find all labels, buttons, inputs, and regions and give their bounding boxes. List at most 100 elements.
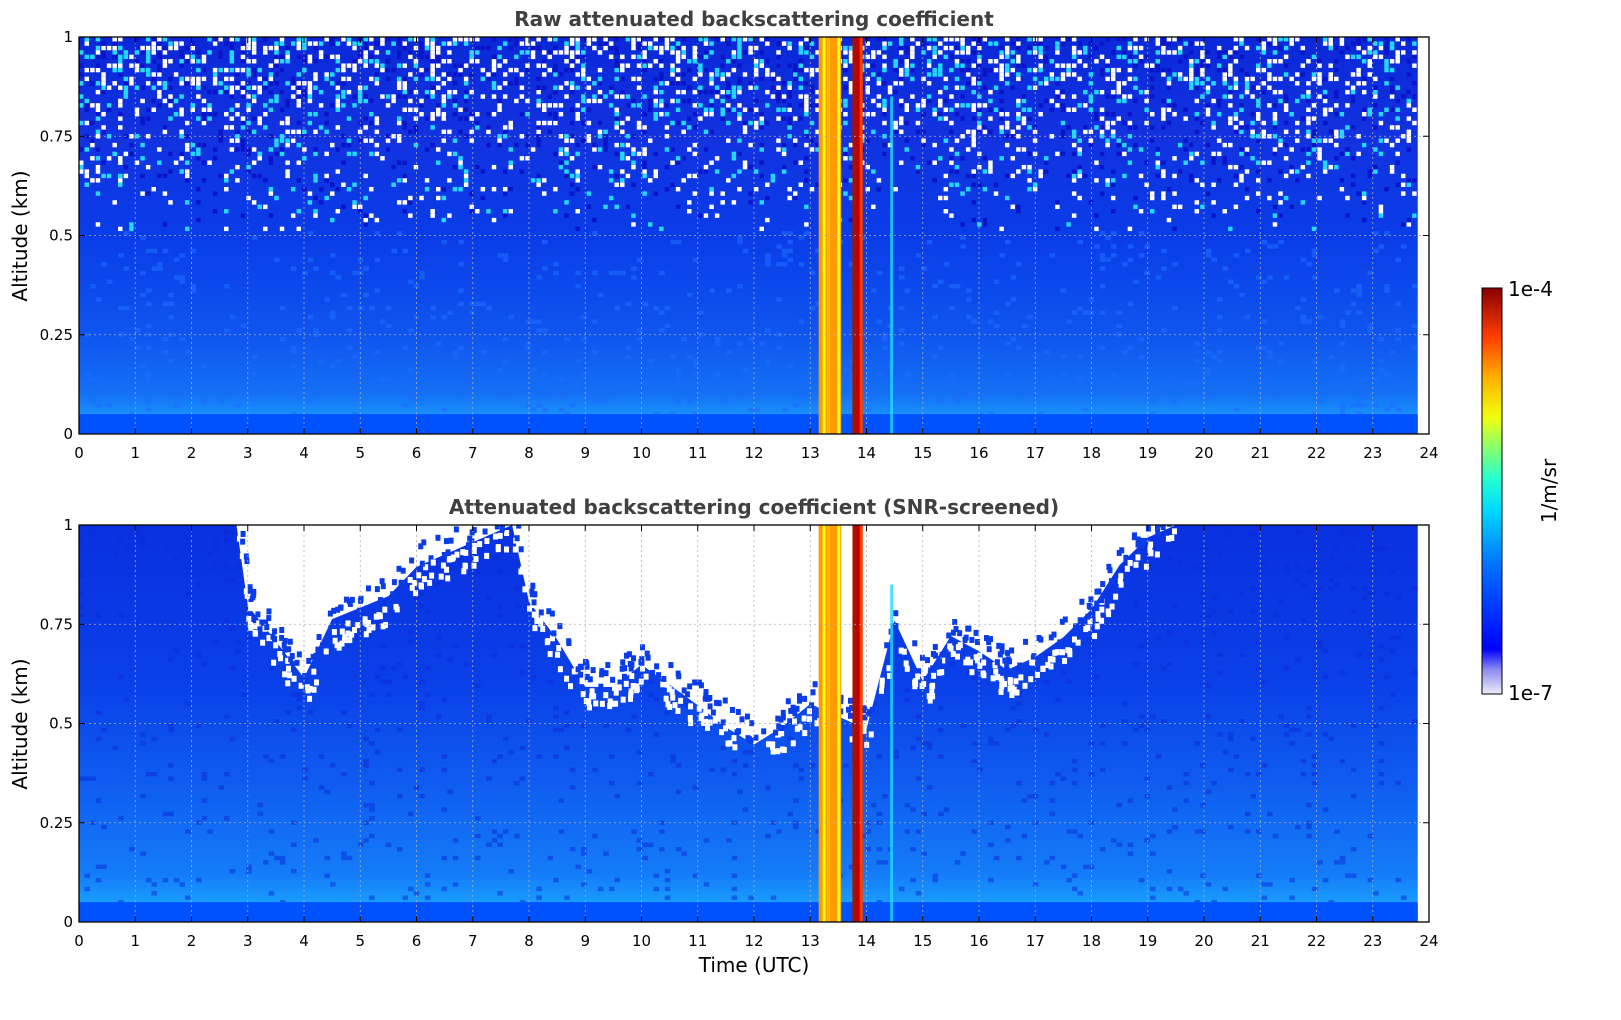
noise-cell	[324, 120, 329, 126]
noise-cell	[776, 54, 781, 60]
noise-cell	[965, 67, 971, 73]
noise-cell	[659, 45, 664, 51]
noise-cell	[603, 398, 609, 404]
noise-cell	[90, 178, 95, 183]
noise-cell	[720, 767, 727, 773]
noise-cell	[843, 63, 848, 68]
noise-cell	[536, 103, 541, 108]
noise-cell	[664, 323, 671, 329]
noise-cell	[313, 59, 318, 64]
noise-cell	[162, 50, 168, 55]
noise-cell	[1311, 72, 1317, 77]
noise-cell	[848, 142, 854, 148]
noise-cell	[982, 67, 988, 73]
noise-cell	[921, 811, 927, 817]
noise-cell	[229, 169, 235, 174]
noise-cell	[1122, 50, 1127, 55]
noise-cell	[809, 147, 815, 152]
noise-cell	[1027, 164, 1032, 170]
noise-cell	[965, 670, 972, 675]
noise-cell	[335, 59, 341, 64]
noise-cell	[575, 142, 580, 148]
noise-cell	[1161, 666, 1167, 671]
noise-cell	[848, 85, 854, 90]
noise-cell	[1183, 138, 1188, 143]
noise-cell	[413, 59, 419, 64]
noise-cell	[396, 81, 402, 86]
noise-cell	[1367, 59, 1373, 64]
noise-cell	[1311, 772, 1318, 777]
noise-cell	[547, 129, 553, 135]
noise-cell	[960, 50, 965, 55]
noise-cell	[380, 319, 386, 324]
edge-speckle	[940, 657, 946, 664]
noise-cell	[1183, 41, 1188, 46]
edge-speckle	[1160, 525, 1166, 531]
noise-cell	[369, 186, 374, 192]
noise-cell	[330, 253, 336, 258]
noise-cell	[1328, 41, 1333, 46]
noise-cell	[441, 855, 448, 861]
noise-cell	[1077, 59, 1082, 64]
edge-speckle	[557, 666, 563, 673]
noise-cell	[168, 76, 173, 82]
noise-cell	[363, 173, 368, 179]
noise-cell	[1345, 873, 1351, 878]
noise-cell	[229, 626, 236, 631]
noise-cell	[290, 385, 297, 390]
noise-cell	[1345, 151, 1350, 157]
noise-cell	[1255, 111, 1261, 117]
noise-cell	[1306, 732, 1312, 737]
noise-cell	[313, 178, 318, 183]
noise-cell	[564, 745, 570, 750]
noise-cell	[1189, 178, 1194, 183]
noise-cell	[1038, 81, 1043, 86]
noise-cell	[1345, 310, 1351, 315]
noise-cell	[882, 63, 887, 68]
noise-cell	[458, 116, 463, 121]
noise-cell	[1004, 111, 1010, 117]
noise-cell	[525, 345, 531, 351]
noise-cell	[402, 403, 409, 408]
noise-cell	[1183, 160, 1188, 165]
noise-cell	[1412, 178, 1417, 183]
noise-cell	[447, 59, 452, 64]
noise-cell	[1361, 195, 1367, 201]
noise-cell	[971, 134, 976, 139]
edge-speckle	[862, 707, 868, 714]
noise-cell	[1300, 164, 1306, 170]
noise-cell	[525, 37, 530, 42]
noise-cell	[157, 50, 162, 55]
noise-cell	[1083, 50, 1088, 55]
edge-speckle	[675, 670, 681, 677]
noise-cell	[1016, 134, 1021, 139]
noise-cell	[536, 319, 542, 324]
noise-cell	[843, 98, 848, 104]
noise-cell	[636, 847, 643, 852]
noise-cell	[90, 81, 95, 86]
edge-speckle	[629, 673, 635, 680]
noise-cell	[1194, 209, 1200, 214]
noise-cell	[290, 129, 296, 135]
noise-cell	[1194, 76, 1200, 82]
noise-cell	[714, 94, 720, 99]
noise-cell	[581, 107, 586, 112]
noise-cell	[954, 182, 960, 187]
edge-speckle	[1023, 638, 1029, 645]
noise-cell	[486, 142, 491, 148]
noise-cell	[95, 134, 101, 139]
noise-cell	[910, 745, 916, 750]
noise-cell	[173, 648, 180, 653]
noise-cell	[949, 381, 955, 386]
noise-cell	[926, 745, 933, 750]
edge-speckle	[316, 652, 322, 659]
noise-cell	[207, 551, 213, 556]
noise-cell	[1066, 173, 1071, 179]
noise-cell	[1384, 674, 1390, 680]
x-tick-label: 3	[243, 444, 253, 462]
noise-cell	[307, 54, 313, 60]
noise-cell	[1267, 350, 1273, 355]
noise-cell	[1328, 76, 1333, 82]
noise-cell	[1300, 63, 1306, 68]
noise-cell	[726, 178, 731, 183]
